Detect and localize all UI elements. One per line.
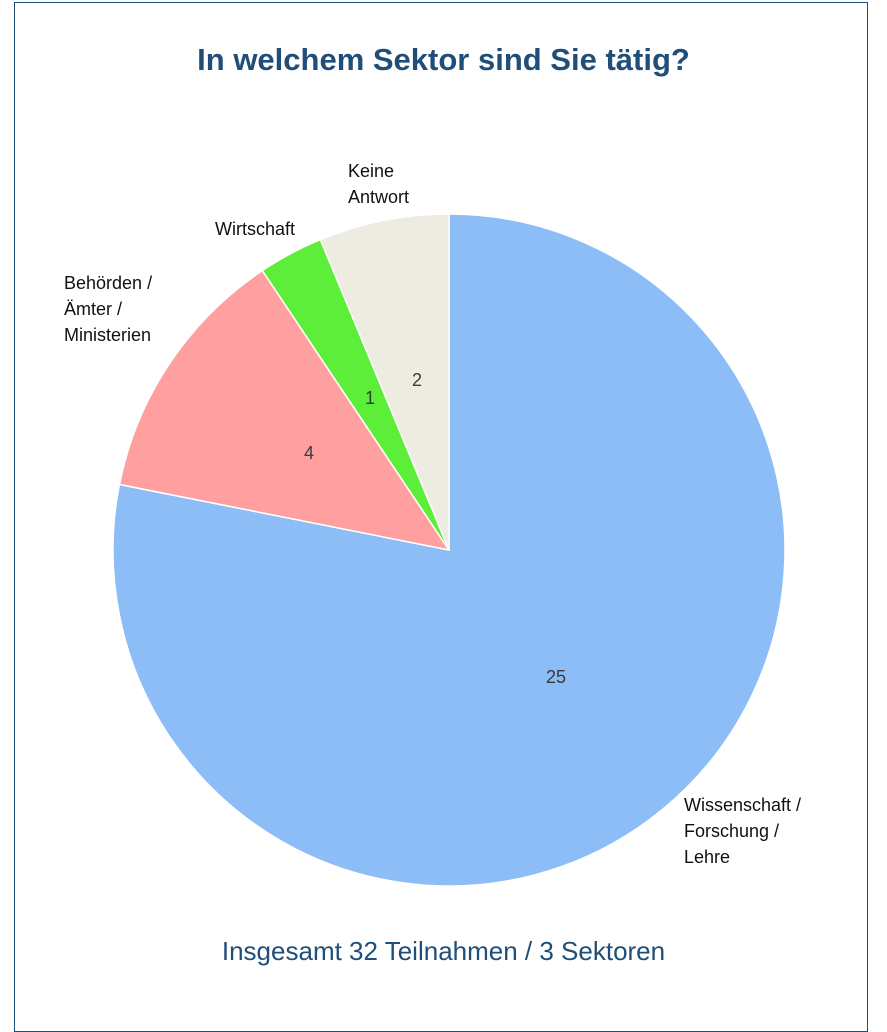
pie-chart: 25 Wissenschaft / Forschung / Lehre 4 Behörde… bbox=[64, 161, 801, 887]
slice-category-label: Keine Antwort bbox=[348, 161, 409, 207]
slice-value-label: 25 bbox=[546, 667, 566, 687]
chart-footer: Insgesamt 32 Teilnahmen / 3 Sektoren bbox=[221, 936, 666, 966]
slice-category-label: Wissenschaft / Forschung / Lehre bbox=[684, 795, 801, 867]
pie-slice bbox=[319, 213, 450, 551]
pie-slice bbox=[112, 213, 786, 887]
slice-value-label: 4 bbox=[304, 443, 314, 463]
slice-value-label: 1 bbox=[365, 388, 375, 408]
slice-value-label: 2 bbox=[412, 370, 422, 390]
slice-category-label: Behörden / Ämter / Ministerien bbox=[64, 273, 152, 345]
slice-category-label: Wirtschaft bbox=[215, 219, 295, 239]
chart-title: In welchem Sektor sind Sie tätig? bbox=[197, 42, 690, 77]
pie-slice bbox=[118, 269, 451, 552]
